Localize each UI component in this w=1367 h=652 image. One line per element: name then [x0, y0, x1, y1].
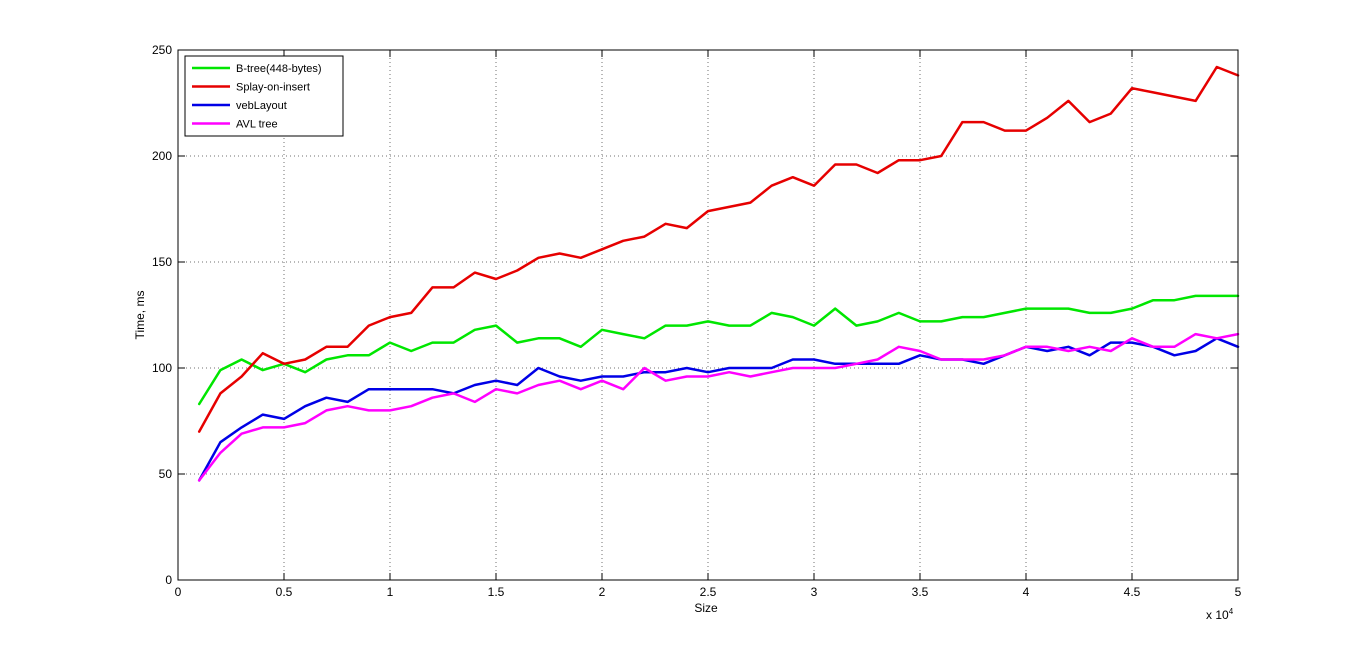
grid — [178, 50, 1238, 580]
legend-label-splay-on-insert: Splay-on-insert — [236, 82, 310, 94]
series-layer — [197, 65, 1240, 482]
y-tick-label: 250 — [152, 43, 172, 57]
x-tick-label: 4.5 — [1124, 585, 1141, 599]
series-line-splay-on-insert — [197, 65, 1240, 433]
ticks — [177, 49, 1239, 581]
x-multiplier-label: x 104 — [1206, 607, 1234, 622]
x-multiplier-base: x 10 — [1206, 608, 1229, 622]
y-tick-label: 150 — [152, 255, 172, 269]
x-tick-label: 3 — [811, 585, 818, 599]
x-tick-label: 3.5 — [912, 585, 929, 599]
y-tick-label: 200 — [152, 149, 172, 163]
x-tick-label: 2 — [599, 585, 606, 599]
y-tick-label: 0 — [165, 573, 172, 587]
legend-label-veblayout: vebLayout — [236, 100, 287, 112]
y-axis-label: Time, ms — [133, 291, 147, 340]
y-tick-label: 50 — [159, 467, 173, 481]
x-tick-label: 4 — [1023, 585, 1030, 599]
x-tick-label: 0.5 — [276, 585, 293, 599]
y-tick-label: 100 — [152, 361, 172, 375]
x-tick-label: 5 — [1235, 585, 1242, 599]
series-line-avl-tree — [197, 332, 1240, 482]
x-tick-label: 1.5 — [488, 585, 505, 599]
x-multiplier-exponent: 4 — [1229, 607, 1234, 616]
x-tick-label: 2.5 — [700, 585, 717, 599]
x-tick-label: 1 — [387, 585, 394, 599]
x-axis-label: Size — [694, 601, 718, 615]
series-line-veblayout — [197, 337, 1240, 482]
x-tick-label: 0 — [175, 585, 182, 599]
series-line-b-tree-448-bytes — [197, 294, 1240, 406]
legend-label-b-tree-448-bytes: B-tree(448-bytes) — [236, 63, 322, 75]
legend-label-avl-tree: AVL tree — [236, 119, 278, 131]
legend: B-tree(448-bytes) Splay-on-insert vebLayou… — [184, 55, 344, 137]
